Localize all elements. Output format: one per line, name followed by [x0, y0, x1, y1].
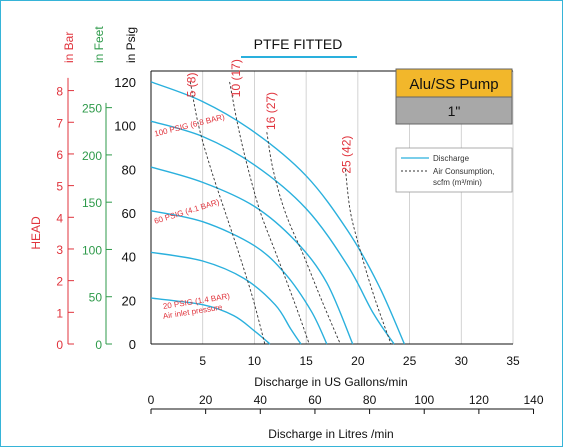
y-tick-label-feet: 200 [82, 149, 102, 163]
head-label: HEAD [29, 216, 43, 250]
legend: Discharge Air Consumption, scfm (m³/min) [395, 147, 513, 193]
x-tick-label: 25 [403, 354, 417, 368]
badge-top [395, 68, 513, 98]
badge-pump-type: Alu/SS Pump [409, 76, 498, 93]
x-tick-label: 30 [455, 354, 469, 368]
y-tick-label-bar: 5 [56, 180, 63, 194]
y-tick-label-psig: 80 [122, 162, 136, 177]
x-tick-label: 10 [248, 354, 262, 368]
air-curve-label: 10 (17) [229, 59, 243, 97]
x2-tick-label: 20 [199, 393, 213, 407]
air-curve-label: 5 (8) [184, 73, 198, 98]
y-axis-label-feet: in Feet [92, 26, 106, 63]
x2-tick-label: 120 [469, 393, 489, 407]
y-tick-label-psig: 40 [122, 250, 136, 265]
badge-size: 1" [448, 103, 461, 119]
y-tick-label-psig: 20 [122, 293, 136, 308]
y-tick-label-feet: 150 [82, 196, 102, 210]
y-tick-label-bar: 3 [56, 243, 63, 257]
discharge-curve-3 [150, 210, 328, 345]
air-consumption-curves [189, 81, 392, 345]
axes: 5 10 15 20 25 30 350 20 40 60 80 100 120 140020406080… [56, 70, 544, 414]
legend-box [395, 147, 513, 193]
y-tick-label-bar: 8 [56, 85, 63, 99]
x-tick-label: 35 [506, 354, 520, 368]
y-tick-label-psig: 0 [129, 337, 136, 352]
air-curve-3 [344, 169, 392, 345]
x-axis-label-gpm: Discharge in US Gallons/min [254, 375, 407, 389]
y-tick-label-bar: 2 [56, 275, 63, 289]
discharge-curve-4 [150, 251, 302, 345]
x2-tick-label: 80 [363, 393, 377, 407]
y-tick-label-feet: 100 [82, 243, 102, 257]
air-curve-label: 25 (42) [340, 136, 354, 174]
air-curve-label: 16 (27) [264, 92, 278, 130]
y-tick-label-bar: 4 [56, 211, 63, 225]
y-tick-label-feet: 0 [95, 338, 102, 352]
y-tick-label-bar: 1 [56, 306, 63, 320]
pump-badge: Alu/SS Pump 1" [395, 68, 513, 125]
legend-discharge-label: Discharge [433, 154, 470, 163]
y-tick-label-bar: 0 [56, 338, 63, 352]
y-axis-label-bar: in Bar [62, 32, 76, 63]
legend-air-units: scfm (m³/min) [433, 178, 482, 187]
air-curve-2 [266, 132, 341, 345]
y-tick-label-bar: 7 [56, 116, 63, 130]
y-tick-label-psig: 60 [122, 206, 136, 221]
x-tick-label: 5 [199, 354, 206, 368]
y-tick-label-feet: 250 [82, 102, 102, 116]
x-axis-label-lpm: Discharge in Litres /min [268, 427, 393, 441]
y-tick-label-bar: 6 [56, 148, 63, 162]
discharge-curve-0 [150, 81, 406, 345]
y-tick-label-psig: 120 [114, 75, 136, 90]
discharge-curve-2 [150, 166, 354, 345]
x2-tick-label: 60 [308, 393, 322, 407]
x-tick-label: 20 [351, 354, 365, 368]
badge-bottom [395, 96, 513, 125]
legend-air-label: Air Consumption, [433, 167, 494, 176]
y-tick-label-psig: 100 [114, 119, 136, 134]
pressure-label: 60 PSIG (4.1 BAR) [153, 197, 221, 225]
discharge-curve-5 [150, 297, 271, 345]
x-tick-label: 15 [299, 354, 313, 368]
air-curve-0 [189, 81, 266, 345]
discharge-curve-1 [150, 120, 395, 345]
x2-tick-label: 140 [524, 393, 544, 407]
curve-labels: 5 (8) 10 (17)16 (27)25 (42)100 PSIG (6.8 … [153, 59, 354, 321]
y-tick-label-feet: 50 [89, 291, 103, 305]
x2-tick-label: 40 [254, 393, 268, 407]
x2-tick-label: 0 [148, 393, 155, 407]
x2-tick-label: 100 [414, 393, 434, 407]
chart-title: PTFE FITTED [254, 36, 343, 52]
discharge-curves [150, 81, 406, 345]
y-axis-label-psig: in Psig [124, 27, 138, 63]
